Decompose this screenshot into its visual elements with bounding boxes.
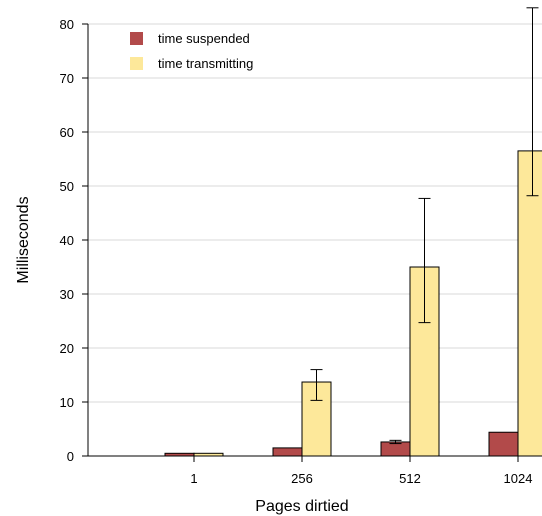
error-bars: [310, 7, 539, 445]
y-tick-label: 70: [60, 71, 74, 86]
y-tick-label: 0: [67, 449, 74, 464]
x-tick-label: 512: [399, 471, 421, 486]
x-axis-title: Pages dirtied: [255, 498, 348, 515]
y-tick-label: 80: [60, 17, 74, 32]
y-tick-label: 30: [60, 287, 74, 302]
x-ticks: 1 256 512 1024: [190, 456, 532, 486]
bars: [164, 150, 542, 457]
legend-swatch: [130, 32, 143, 45]
grid-lines: [88, 23, 542, 403]
legend-swatch: [130, 57, 143, 70]
bar-time-suspended-1024: [488, 431, 519, 457]
y-ticks: 0 10 20 30 40 50 60 70 80: [60, 17, 88, 464]
y-tick-label: 40: [60, 233, 74, 248]
x-tick-label: 1: [190, 471, 197, 486]
x-tick-label: 1024: [504, 471, 533, 486]
legend: time suspended time transmitting: [130, 31, 253, 71]
x-tick-label: 256: [291, 471, 313, 486]
bar-time-suspended-1: [164, 452, 195, 457]
bar-time-transmitting-1024: [517, 150, 542, 457]
y-tick-label: 10: [60, 395, 74, 410]
y-tick-label: 50: [60, 179, 74, 194]
legend-label: time suspended: [158, 31, 250, 46]
y-axis-title: Milliseconds: [15, 196, 32, 283]
bar-time-suspended-256: [272, 447, 303, 457]
bar-time-transmitting-1: [193, 452, 224, 457]
y-tick-label: 20: [60, 341, 74, 356]
y-tick-label: 60: [60, 125, 74, 140]
legend-label: time transmitting: [158, 56, 253, 71]
